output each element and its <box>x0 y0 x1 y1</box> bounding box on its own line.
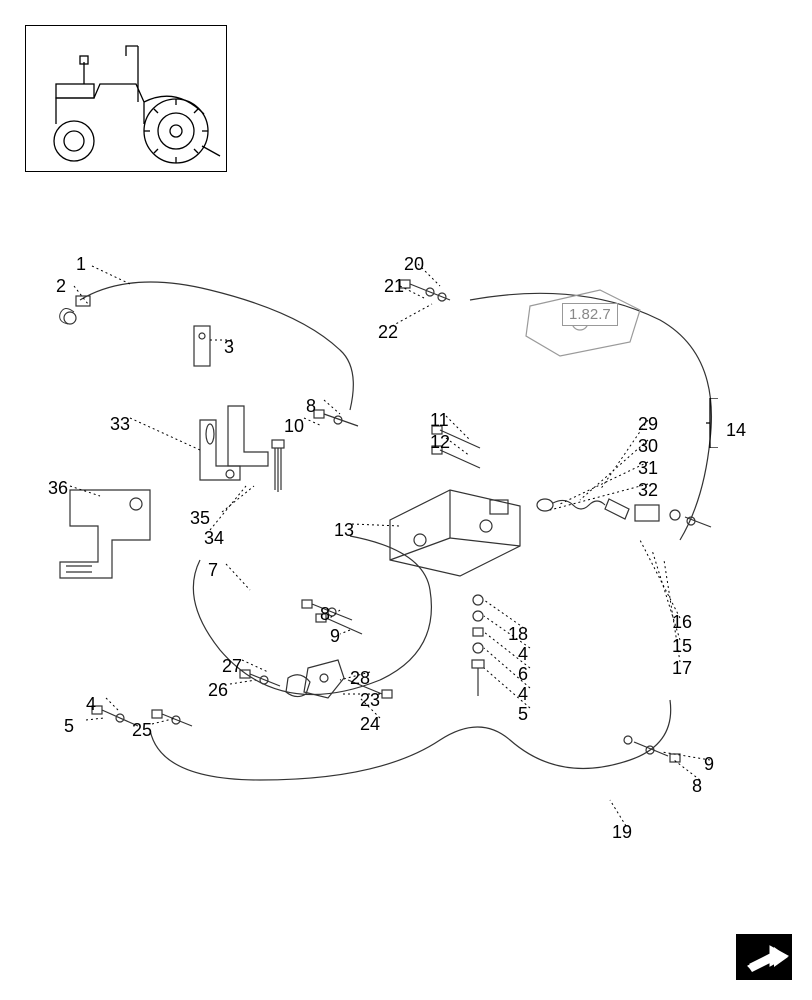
callout-31: 31 <box>638 458 658 479</box>
callout-17: 17 <box>672 658 692 679</box>
callout-14: 14 <box>726 420 746 441</box>
callout-24: 24 <box>360 714 380 735</box>
callout-8b: 8 <box>320 604 330 625</box>
callout-26: 26 <box>208 680 228 701</box>
callout-4: 4 <box>86 694 96 715</box>
callout-5: 5 <box>64 716 74 737</box>
callout-3: 3 <box>224 337 234 358</box>
callout-28: 28 <box>350 668 370 689</box>
callout-4+: 4 <box>518 644 528 665</box>
callout-7: 7 <box>208 560 218 581</box>
callout-16: 16 <box>672 612 692 633</box>
callout-8c: 8 <box>692 776 702 797</box>
callout-22: 22 <box>378 322 398 343</box>
callout-18: 18 <box>508 624 528 645</box>
callout-25: 25 <box>132 720 152 741</box>
callout-1: 1 <box>76 254 86 275</box>
callout-32: 32 <box>638 480 658 501</box>
callout-29: 29 <box>638 414 658 435</box>
callout-30: 30 <box>638 436 658 457</box>
callout-12: 12 <box>430 432 450 453</box>
page-root: 1.82.7 123456445788899101112131415161718… <box>0 0 812 1000</box>
callout-10: 10 <box>284 416 304 437</box>
callout-9: 9 <box>330 626 340 647</box>
callout-33: 33 <box>110 414 130 435</box>
callout-27: 27 <box>222 656 242 677</box>
callout-6: 6 <box>518 664 528 685</box>
callout-8: 8 <box>306 396 316 417</box>
bracket-14-icon <box>706 398 724 448</box>
reference-box: 1.82.7 <box>562 303 618 326</box>
callout-23: 23 <box>360 690 380 711</box>
callout-21: 21 <box>384 276 404 297</box>
callout-19: 19 <box>612 822 632 843</box>
exploded-diagram <box>40 240 780 850</box>
callout-9b: 9 <box>704 754 714 775</box>
callout-2: 2 <box>56 276 66 297</box>
callout-36: 36 <box>48 478 68 499</box>
next-page-arrow-button[interactable] <box>736 934 792 980</box>
callout-34: 34 <box>204 528 224 549</box>
callout-5b: 5 <box>518 704 528 725</box>
callout-4b: 4 <box>518 684 528 705</box>
tractor-thumbnail-icon <box>26 26 226 171</box>
callout-35: 35 <box>190 508 210 529</box>
callout-15: 15 <box>672 636 692 657</box>
callout-11: 11 <box>430 410 449 431</box>
callout-20: 20 <box>404 254 424 275</box>
thumbnail-frame <box>25 25 227 172</box>
callout-13: 13 <box>334 520 354 541</box>
